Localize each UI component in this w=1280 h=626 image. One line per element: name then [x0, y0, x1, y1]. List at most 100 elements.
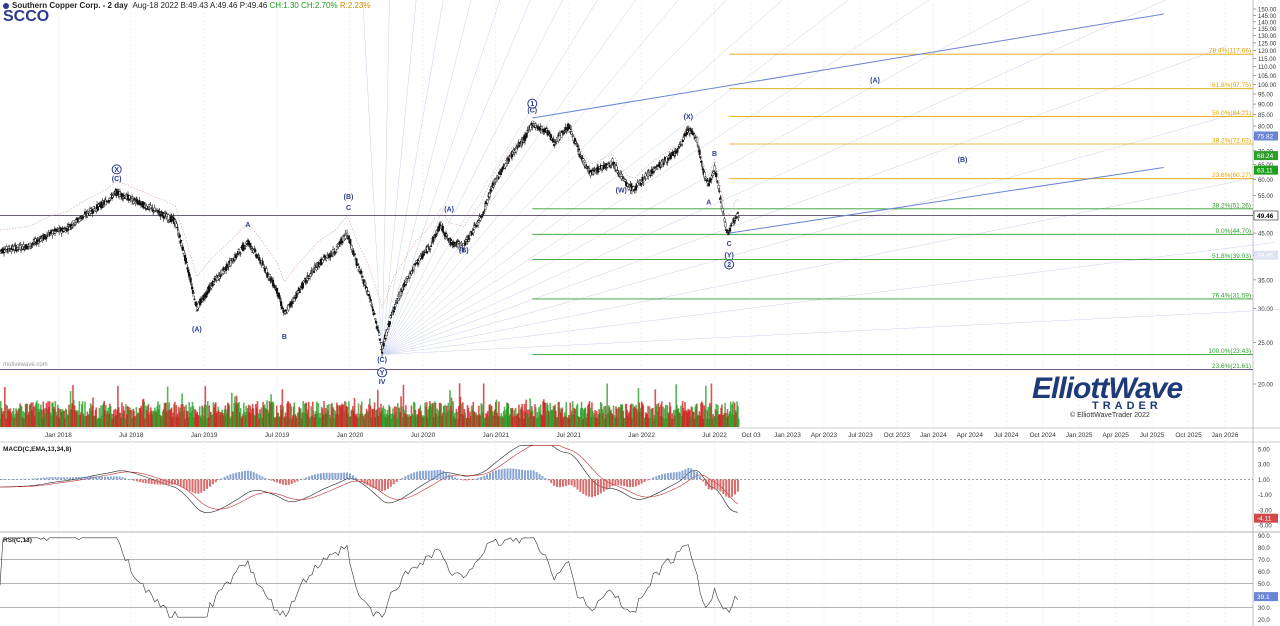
- volume-bar: [255, 407, 258, 427]
- volume-bar: [417, 408, 420, 427]
- volume-bar: [591, 402, 593, 427]
- volume-bar: [463, 409, 466, 427]
- volume-bar: [182, 411, 185, 427]
- volume-bar: [730, 414, 733, 427]
- volume-bar: [415, 416, 418, 427]
- price-tag: [1254, 131, 1278, 141]
- macd-histogram-bar: [462, 479, 465, 481]
- volume-bar: [359, 413, 361, 427]
- rsi-tick-label: 60.0: [1258, 570, 1270, 576]
- volume-bar: [100, 405, 102, 427]
- volume-bar: [28, 411, 30, 427]
- volume-bar: [473, 411, 475, 427]
- y-tick-label: 130.00: [1258, 34, 1277, 40]
- volume-bar: [529, 398, 531, 427]
- volume-bar: [461, 413, 463, 427]
- volume-bar: [421, 415, 424, 427]
- volume-bar: [122, 406, 125, 427]
- candle-body: [422, 253, 425, 256]
- volume-bar: [635, 404, 637, 427]
- volume-bar: [170, 407, 173, 427]
- volume-bar: [69, 391, 72, 427]
- volume-bar: [605, 414, 608, 427]
- volume-bar: [526, 413, 528, 427]
- macd-histogram-bar: [529, 470, 532, 480]
- volume-bar: [718, 414, 721, 427]
- volume-bar: [101, 405, 104, 427]
- volume-bar: [437, 410, 440, 427]
- candle-body: [273, 285, 276, 288]
- volume-bar: [36, 409, 39, 427]
- volume-bar: [356, 413, 358, 427]
- y-tick-label: 105.00: [1258, 74, 1277, 80]
- macd-histogram-bar: [564, 479, 567, 486]
- volume-bar: [621, 404, 624, 427]
- volume-bar: [22, 411, 25, 427]
- volume-bar: [153, 411, 155, 427]
- volume-bar: [587, 403, 590, 427]
- volume-bar: [656, 404, 658, 427]
- volume-bar: [449, 390, 451, 427]
- volume-bar: [513, 409, 515, 427]
- volume-bar: [599, 413, 601, 427]
- macd-histogram-bar: [109, 476, 112, 480]
- candle-body: [396, 299, 399, 302]
- symbol-dot-icon: [3, 2, 9, 9]
- volume-bar: [328, 404, 330, 427]
- volume-bar: [324, 413, 326, 427]
- macd-histogram-bar: [258, 475, 261, 480]
- candle-body: [241, 244, 245, 251]
- volume-bar: [634, 407, 637, 427]
- volume-bar: [453, 416, 455, 427]
- volume-bar: [307, 409, 309, 427]
- volume-bar: [382, 405, 385, 427]
- macd-histogram-bar: [526, 470, 529, 480]
- macd-histogram-bar: [226, 475, 229, 480]
- moving-average-line: [0, 119, 740, 309]
- volume-bar: [439, 402, 442, 427]
- volume-bar: [579, 408, 582, 427]
- volume-bar: [224, 405, 227, 427]
- macd-histogram-bar: [366, 479, 369, 486]
- volume-bar: [610, 409, 612, 427]
- y-tick-label: 25.00: [1258, 341, 1274, 347]
- volume-bar: [149, 407, 152, 427]
- volume-bar: [530, 411, 532, 427]
- volume-bar: [524, 412, 527, 427]
- wave-label: (B): [344, 194, 354, 201]
- volume-bar: [520, 407, 523, 427]
- fib-level-label: 100.0%(23.43): [1208, 348, 1251, 355]
- volume-bar: [678, 412, 681, 427]
- volume-bar: [459, 396, 462, 427]
- candle-body: [318, 264, 321, 267]
- volume-bar: [208, 405, 211, 427]
- volume-bar: [704, 408, 706, 427]
- volume-bar: [531, 410, 534, 427]
- macd-histogram-bar: [311, 475, 314, 480]
- volume-bar: [283, 416, 286, 427]
- volume-bar: [583, 409, 585, 427]
- volume-bar: [285, 416, 288, 427]
- macd-histogram-bar: [559, 479, 561, 488]
- macd-histogram-bar: [637, 479, 640, 486]
- volume-bar: [332, 408, 335, 427]
- volume-bar: [125, 404, 127, 427]
- macd-histogram-bar: [22, 478, 25, 480]
- volume-bar: [125, 414, 128, 427]
- macd-histogram-bar: [357, 479, 360, 480]
- volume-bar: [76, 412, 78, 427]
- volume-bar: [163, 402, 166, 427]
- volume-bar: [405, 414, 408, 427]
- volume-bar: [322, 414, 325, 427]
- volume-bar: [256, 401, 259, 427]
- macd-histogram-bar: [34, 478, 36, 480]
- volume-bar: [207, 417, 210, 427]
- volume-bar: [338, 405, 341, 427]
- volume-bar: [177, 416, 179, 427]
- fan-line: [381, 0, 417, 355]
- volume-bar: [703, 405, 706, 427]
- volume-bar: [503, 406, 506, 427]
- wave-label: Y: [380, 370, 385, 377]
- volume-bar: [32, 406, 35, 427]
- volume-bar: [672, 410, 675, 427]
